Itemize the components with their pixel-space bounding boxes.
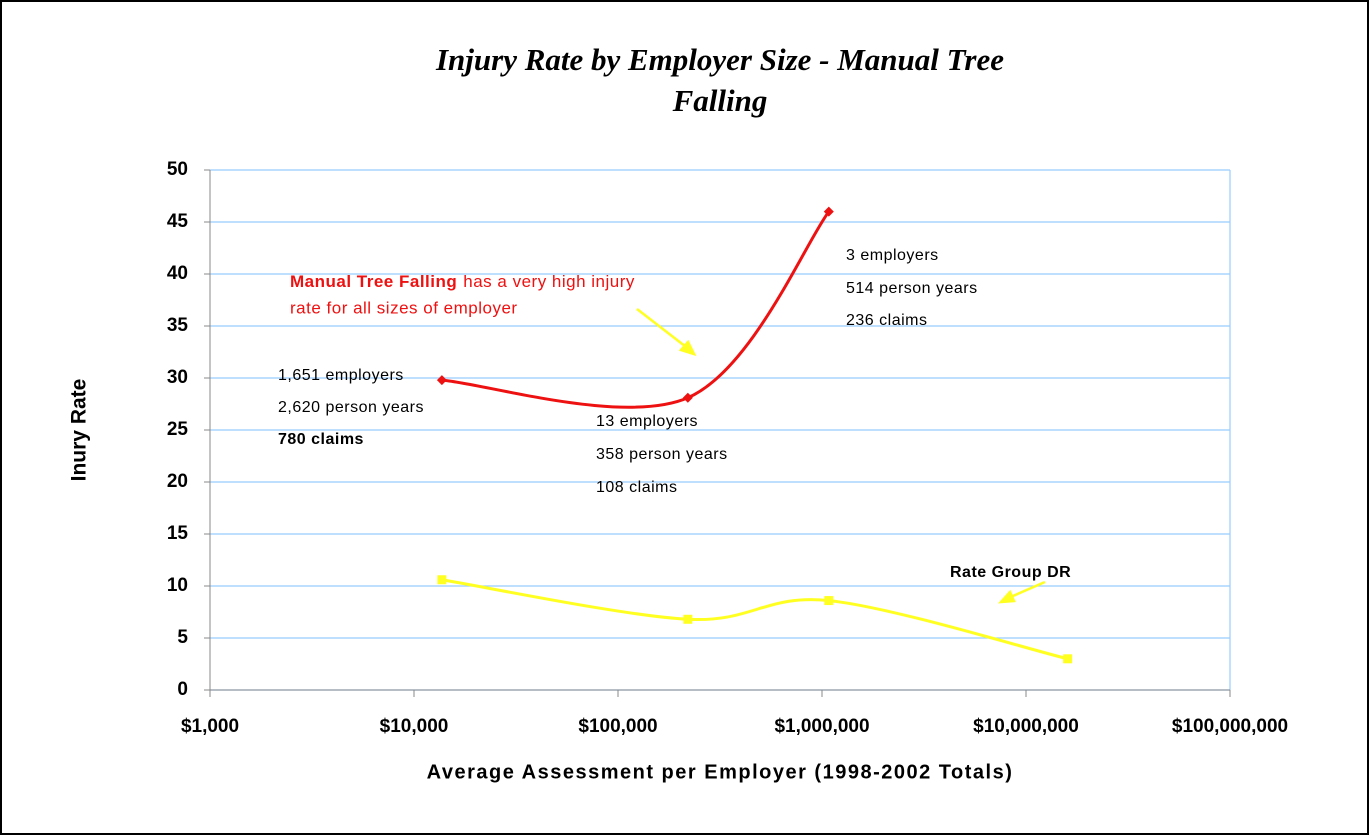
note-text: rate for all sizes of employer [290,298,518,317]
point [683,614,693,624]
y-tick-label: 15 [167,523,189,544]
point [823,206,834,217]
chart-title: Injury Rate by Employer Size - Manual Tr… [435,42,1004,77]
y-tick-label: 0 [177,679,188,700]
annotation: 236 claims [846,312,927,329]
x-tick-label: $1,000 [181,716,239,737]
point [436,375,447,386]
point [824,596,834,606]
annotation: 13 employers [596,413,698,430]
arrow-head [997,589,1016,604]
annotation: 108 claims [596,479,677,496]
y-tick-label: 25 [167,419,189,440]
x-tick-label: $10,000 [380,716,449,737]
note: Manual Tree Falling has a very high injur… [290,272,635,291]
chart-title: Falling [672,83,768,118]
y-tick-label: 40 [167,263,188,284]
annotation: 780 claims [278,431,364,448]
arrows [636,308,1046,604]
y-tick-label: 35 [167,315,189,336]
point [682,392,693,403]
arrow-head [678,339,697,357]
y-tick-label: 20 [167,471,188,492]
point [437,575,447,585]
note-text: has a very high injury [463,272,635,291]
annotation: 2,620 person years [278,399,424,416]
series-line [441,578,1068,661]
arrow [636,308,691,351]
y-tick-label: 50 [167,159,188,180]
x-tick-label: $100,000 [578,716,657,737]
point [1063,654,1073,664]
y-tick-label: 5 [177,627,188,648]
x-tick-label: $10,000,000 [973,716,1079,737]
annotation: 358 person years [596,446,728,463]
y-tick-label: 30 [167,367,188,388]
plot-area: 0 5 10 15 20 25 30 35 40 45 50 $1,000 $10,000 $100,00… [167,159,1288,737]
x-tick-label: $1,000,000 [774,716,869,737]
note-series: Manual Tree Falling [290,272,457,291]
y-axis-label: Inury Rate [68,379,91,482]
series-label: Rate Group DR [950,564,1071,581]
x-tick-label: $100,000,000 [1172,716,1288,737]
y-tick-label: 10 [167,575,188,596]
annotation: 3 employers [846,247,939,264]
x-axis-label: Average Assessment per Employer (1998-20… [427,761,1014,783]
y-tick-label: 45 [167,211,189,232]
annotation: 1,651 employers [278,367,404,384]
annotation: 514 person years [846,280,978,297]
